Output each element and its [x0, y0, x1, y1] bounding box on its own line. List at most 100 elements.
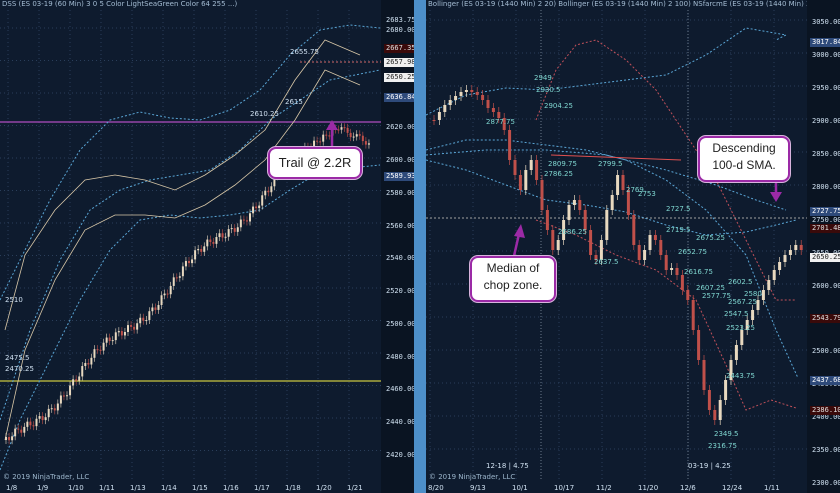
left-candle	[233, 228, 236, 232]
left-x-tick-label: 1/18	[285, 484, 301, 492]
right-candle	[707, 390, 711, 410]
right-y-tick-label: 3050.00	[812, 18, 840, 26]
right-resistance-line	[550, 154, 682, 161]
left-y-tick-label: 2540.00	[386, 254, 414, 262]
right-price-note: 2904.25	[544, 102, 573, 110]
left-candle	[361, 135, 364, 142]
left-candle	[93, 349, 96, 358]
sma-callout-line-1: Descending	[712, 141, 776, 155]
chop-callout: Median of chop zone.	[470, 256, 556, 302]
right-candle	[572, 200, 576, 205]
left-candle	[316, 140, 319, 142]
left-candle	[62, 395, 65, 397]
right-chart-canvas[interactable]	[426, 0, 840, 493]
right-candle	[621, 175, 625, 190]
right-y-tick-label: 2437.68	[810, 376, 840, 385]
right-candle	[767, 280, 771, 290]
left-candle	[215, 237, 218, 244]
right-candle	[556, 240, 560, 250]
panel-divider[interactable]	[414, 0, 426, 493]
left-note-5: 2610.25	[250, 110, 279, 118]
right-price-note: 2799.5	[598, 160, 623, 168]
right-candle	[734, 345, 738, 360]
right-candle	[697, 330, 701, 360]
left-candle	[273, 176, 276, 187]
right-candle	[459, 92, 463, 96]
sma-callout: Descending 100-d SMA.	[698, 136, 790, 182]
left-candle	[96, 349, 99, 351]
left-note-1: 2510	[5, 296, 23, 304]
right-price-note: 2753	[638, 190, 656, 198]
right-candle	[535, 160, 539, 180]
left-candle	[142, 317, 145, 321]
right-price-note: 2727.5	[666, 205, 691, 213]
left-chart-canvas[interactable]	[0, 0, 414, 493]
left-candle	[99, 349, 102, 351]
left-candle	[84, 363, 87, 367]
left-lower-band	[0, 164, 381, 471]
left-candle	[346, 127, 349, 133]
left-candle	[81, 366, 84, 377]
right-candle	[637, 245, 641, 260]
left-candle	[66, 395, 68, 397]
right-candle	[729, 360, 733, 380]
right-candle	[610, 195, 614, 210]
left-candle	[212, 241, 215, 244]
left-chart-panel[interactable]: DSS (ES 03-19 (60 Min) 3 0 5 Color Light…	[0, 0, 414, 493]
right-candle	[464, 90, 468, 92]
left-candle	[264, 190, 267, 196]
left-candle	[349, 132, 352, 138]
left-candle	[151, 307, 154, 312]
left-candle	[227, 229, 230, 237]
right-candle	[518, 175, 522, 190]
left-candle	[5, 437, 7, 440]
left-x-tick-label: 1/13	[130, 484, 146, 492]
left-candle	[261, 195, 264, 206]
left-note-4: 2655.75	[290, 48, 319, 56]
right-y-tick-label: 2650.25	[810, 253, 840, 262]
left-x-tick-label: 1/17	[254, 484, 270, 492]
left-candle	[313, 140, 316, 148]
right-candle	[513, 160, 517, 175]
right-candle	[659, 240, 663, 255]
right-price-note: 12-18 | 4.75	[486, 462, 529, 470]
right-candle	[691, 300, 695, 330]
right-candle	[783, 255, 787, 262]
right-candle	[497, 112, 501, 118]
left-candle	[127, 325, 129, 332]
left-candle	[206, 239, 209, 247]
right-y-tick-label: 2386.10	[810, 406, 840, 415]
right-candle	[670, 268, 674, 270]
left-x-tick-label: 1/10	[68, 484, 84, 492]
right-candle	[632, 215, 636, 245]
right-candle	[540, 180, 544, 210]
left-cloud-lower	[4, 69, 361, 441]
left-note-6: 2615	[285, 98, 303, 106]
sma-callout-line-2: 100-d SMA.	[712, 158, 776, 172]
right-candle	[605, 210, 609, 240]
right-y-tick-label: 2543.79	[810, 314, 840, 323]
left-upper-band	[0, 24, 381, 301]
left-candle	[364, 141, 367, 145]
right-chart-header: Bollinger (ES 03-19 (1440 Min) 2 20) Bol…	[428, 0, 827, 8]
left-candle	[75, 379, 78, 381]
right-candle	[680, 275, 684, 290]
trail-arrow-head	[326, 120, 338, 130]
left-candle	[245, 220, 248, 222]
right-x-tick-label: 12/24	[722, 484, 743, 492]
left-candle	[258, 205, 261, 209]
right-candle	[567, 205, 571, 220]
right-chart-panel[interactable]: Bollinger (ES 03-19 (1440 Min) 2 20) Bol…	[426, 0, 840, 493]
left-candle	[102, 342, 105, 351]
left-candle	[325, 134, 328, 136]
left-y-tick-label: 2520.00	[386, 287, 414, 295]
right-y-tick-label: 2400.00	[812, 413, 840, 421]
left-candle	[230, 228, 233, 230]
left-x-tick-label: 1/8	[6, 484, 18, 492]
right-candle	[475, 92, 479, 95]
right-x-tick-label: 8/20	[428, 484, 444, 492]
right-candle	[551, 230, 555, 250]
left-candle	[69, 385, 72, 396]
left-candle	[14, 428, 17, 437]
left-candle	[352, 136, 355, 138]
